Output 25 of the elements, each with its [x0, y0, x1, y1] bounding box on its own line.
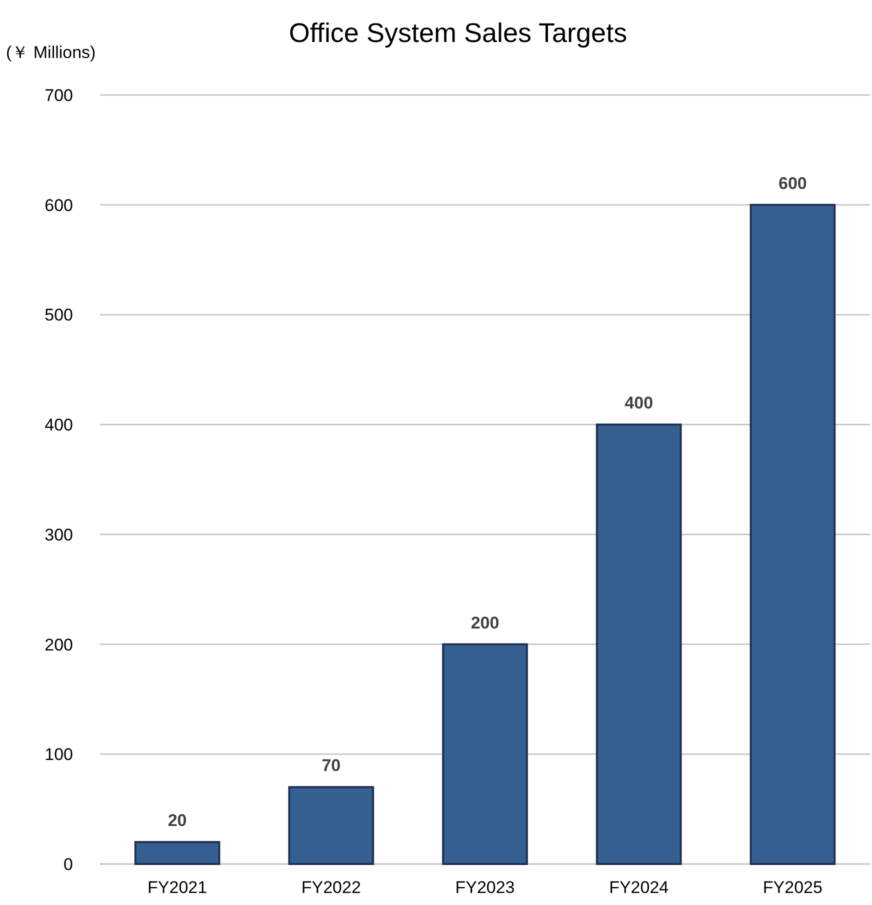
bar: [134, 841, 220, 865]
y-tick-label: 600: [44, 196, 73, 215]
bar: [442, 643, 528, 865]
y-tick-label: 300: [44, 525, 73, 544]
x-tick-label: FY2024: [609, 878, 669, 897]
data-label: 70: [322, 756, 341, 776]
bar: [750, 204, 836, 865]
bar: [288, 786, 374, 865]
x-tick-label: FY2021: [148, 878, 208, 897]
y-tick-label: 700: [44, 86, 73, 105]
bar: [596, 424, 682, 865]
x-tick-label: FY2023: [455, 878, 515, 897]
y-tick-label: 200: [44, 635, 73, 654]
x-tick-label: FY2022: [301, 878, 361, 897]
data-label: 200: [470, 613, 500, 632]
data-label: 600: [778, 174, 807, 193]
data-label: 20: [168, 811, 187, 830]
data-label: 400: [624, 394, 654, 413]
y-tick-label: 0: [64, 855, 73, 874]
y-tick-label: 400: [44, 416, 73, 435]
y-tick-label: 500: [44, 306, 73, 325]
y-axis-title: (￥ Millions): [6, 43, 96, 62]
y-tick-label: 100: [44, 745, 73, 764]
chart-title: Office System Sales Targets: [288, 18, 628, 48]
x-tick-label: FY2025: [762, 878, 822, 897]
